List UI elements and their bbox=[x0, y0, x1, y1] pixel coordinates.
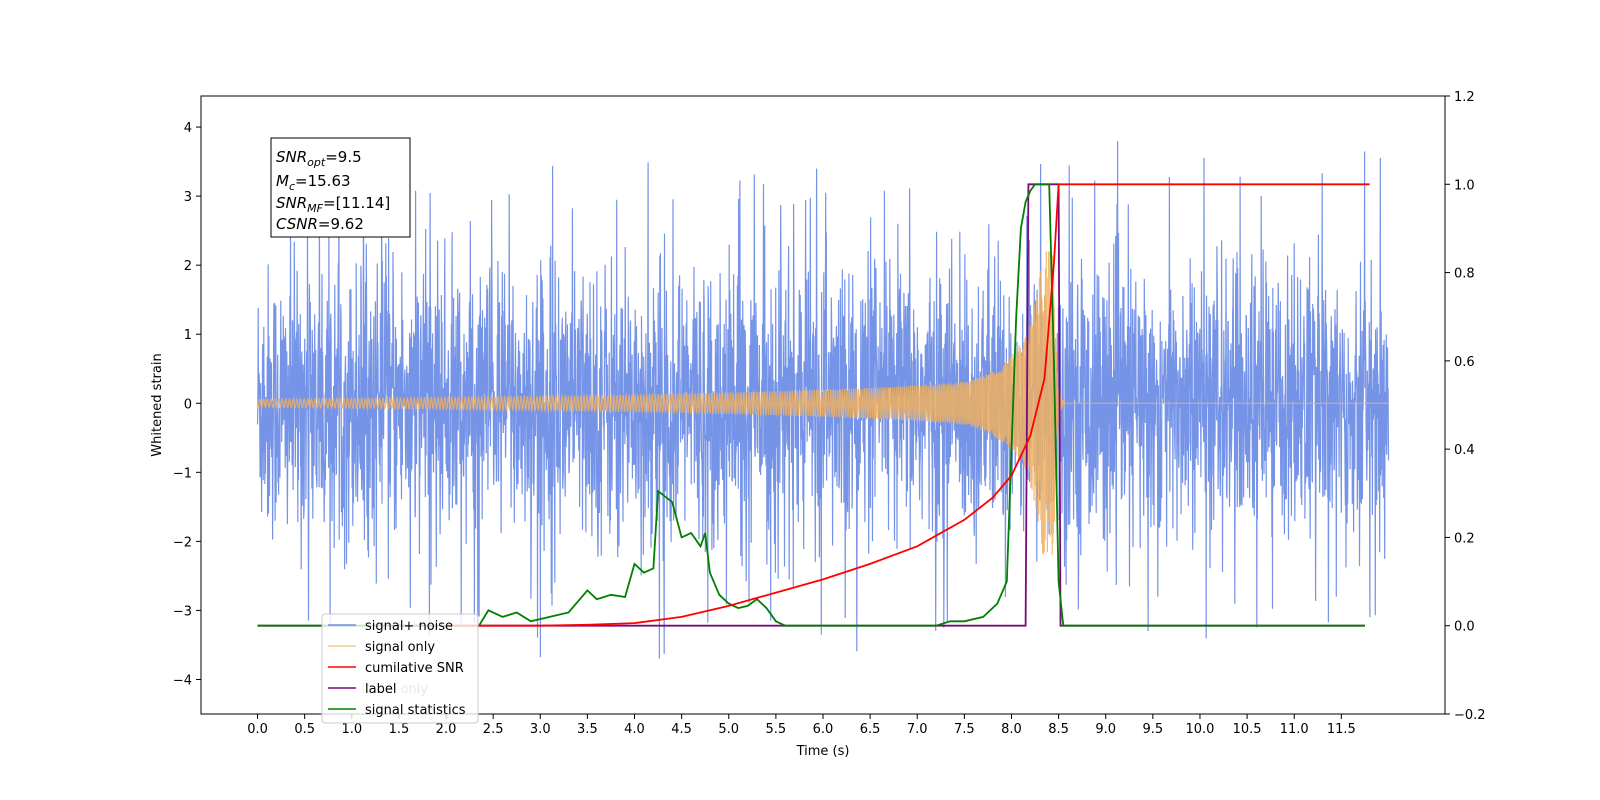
x-tick-label: 11.5 bbox=[1327, 722, 1356, 737]
x-tick-label: 7.0 bbox=[907, 722, 928, 737]
legend-label-signal-noise: signal+ noise bbox=[365, 619, 453, 634]
right-y-tick-label: 0.0 bbox=[1454, 620, 1475, 635]
x-tick-label: 9.0 bbox=[1095, 722, 1116, 737]
right-y-tick-label: −0.2 bbox=[1454, 708, 1486, 723]
legend-label-cumulative-snr: cumilative SNR bbox=[365, 661, 464, 676]
x-tick-label: 1.5 bbox=[389, 722, 410, 737]
right-axis-series bbox=[257, 183, 1370, 627]
x-tick-label: 4.5 bbox=[671, 722, 692, 737]
left-y-tick-label: 0 bbox=[184, 397, 192, 412]
legend-label-label-only: label only bbox=[365, 682, 428, 697]
x-tick-label: 5.0 bbox=[718, 722, 739, 737]
cumulative-snr-line bbox=[446, 183, 1370, 627]
x-tick-label: 1.0 bbox=[341, 722, 362, 737]
legend-label-label: label bbox=[365, 682, 396, 697]
x-tick-label: 2.0 bbox=[436, 722, 457, 737]
right-y-tick-label: 1.2 bbox=[1454, 90, 1475, 105]
x-tick-label: 10.0 bbox=[1185, 722, 1214, 737]
y-axis-label: Whitened strain bbox=[150, 353, 165, 456]
left-y-tick-label: 4 bbox=[184, 121, 192, 136]
info-csnr: CSNR=9.62 bbox=[276, 215, 364, 233]
right-y-tick-label: 0.2 bbox=[1454, 531, 1475, 546]
right-y-tick-label: 0.8 bbox=[1454, 267, 1475, 282]
info-snr-mf: SNRMF=[11.14] bbox=[276, 194, 390, 215]
x-tick-label: 11.0 bbox=[1280, 722, 1309, 737]
right-y-tick-label: 0.4 bbox=[1454, 443, 1475, 458]
left-y-tick-label: 3 bbox=[184, 190, 192, 205]
info-snr-opt: SNRopt=9.5 bbox=[276, 148, 362, 169]
x-tick-label: 8.5 bbox=[1048, 722, 1069, 737]
x-tick-label: 3.0 bbox=[530, 722, 551, 737]
signal-statistics-line bbox=[257, 183, 1365, 627]
legend-frame bbox=[321, 613, 479, 724]
x-tick-label: 6.5 bbox=[860, 722, 881, 737]
legend-label-signal-only: signal only bbox=[365, 640, 435, 655]
left-y-tick-label: −2 bbox=[173, 535, 192, 550]
x-tick-label: 4.0 bbox=[624, 722, 645, 737]
x-axis-ticks: 0.0 0.5 1.0 1.5 2.0 2.5 3.0 3.5 4.0 4.5 5.0 5.5 6.0 6… bbox=[247, 714, 1356, 737]
left-y-tick-label: 1 bbox=[184, 328, 192, 343]
x-axis-label: Time (s) bbox=[796, 744, 850, 759]
x-tick-label: 10.5 bbox=[1233, 722, 1262, 737]
right-y-tick-label: 0.6 bbox=[1454, 355, 1475, 370]
x-tick-label: 9.5 bbox=[1143, 722, 1164, 737]
signal-only-line bbox=[256, 251, 1389, 556]
right-y-axis-ticks: 1.2 1.0 0.8 0.6 0.4 0.2 0.0 −0.2 bbox=[1445, 90, 1486, 723]
left-y-tick-label: 2 bbox=[184, 259, 192, 274]
x-tick-label: 8.0 bbox=[1001, 722, 1022, 737]
x-tick-label: 5.5 bbox=[766, 722, 787, 737]
legend: signal+ noise signal only cumilative SNR… bbox=[321, 613, 479, 724]
signal-only-series bbox=[256, 251, 1389, 556]
x-tick-label: 3.5 bbox=[577, 722, 598, 737]
left-y-axis-ticks: 4 3 2 1 0 −1 −2 −3 −4 bbox=[173, 121, 201, 688]
x-tick-label: 2.5 bbox=[483, 722, 504, 737]
x-tick-label: 0.5 bbox=[294, 722, 315, 737]
legend-label-signal-statistics: signal statistics bbox=[365, 703, 466, 718]
left-y-tick-label: −3 bbox=[173, 604, 192, 619]
info-box: SNRopt=9.5 Mc=15.63 SNRMF=[11.14] CSNR=9… bbox=[270, 137, 411, 238]
right-y-tick-label: 1.0 bbox=[1454, 178, 1475, 193]
x-tick-label: 0.0 bbox=[247, 722, 268, 737]
info-mc: Mc=15.63 bbox=[276, 172, 351, 193]
x-tick-label: 6.0 bbox=[813, 722, 834, 737]
noise-line bbox=[256, 141, 1390, 659]
info-box-frame bbox=[270, 137, 411, 238]
x-tick-label: 7.5 bbox=[954, 722, 975, 737]
left-y-tick-label: −1 bbox=[173, 466, 192, 481]
signal-noise-series bbox=[256, 141, 1390, 659]
left-y-tick-label: −4 bbox=[173, 673, 192, 688]
